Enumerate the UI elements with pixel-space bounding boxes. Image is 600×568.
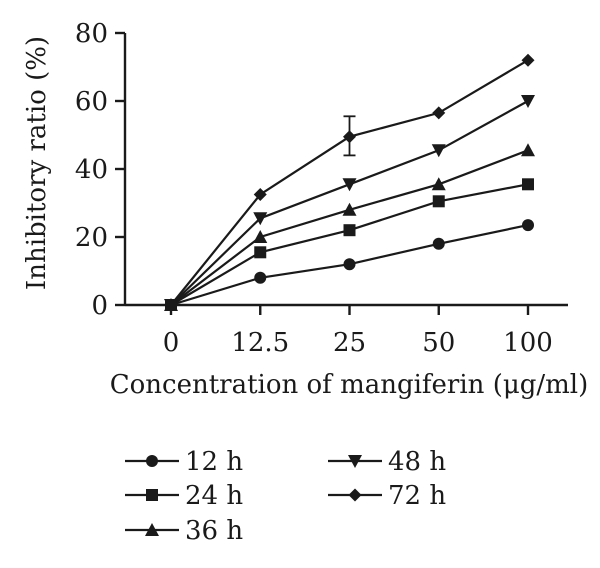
x-tick-label: 100	[503, 328, 553, 358]
point-12h	[522, 219, 534, 232]
legend-marker-36h	[145, 523, 159, 536]
point-72h	[432, 106, 446, 120]
y-tick-label: 20	[75, 223, 108, 253]
y-axis-title: Inhibitory ratio (%)	[22, 36, 52, 290]
point-48h	[431, 144, 446, 158]
point-24h	[432, 195, 445, 208]
point-48h	[521, 95, 535, 108]
point-24h	[522, 178, 534, 191]
legend-label-72h: 72 h	[388, 481, 446, 511]
point-48h	[342, 178, 357, 192]
legend-marker-24h	[146, 489, 158, 501]
point-24h	[254, 246, 267, 259]
legend-label-12h: 12 h	[185, 447, 243, 477]
point-24h	[343, 224, 356, 237]
y-tick-label: 0	[91, 291, 108, 321]
legend-label-36h: 36 h	[185, 516, 243, 546]
point-12h	[254, 271, 267, 284]
point-36h	[431, 177, 446, 191]
y-tick-label: 40	[75, 155, 108, 185]
x-axis-title: Concentration of mangiferin (μg/ml)	[110, 370, 589, 400]
x-tick-label: 0	[163, 328, 180, 358]
legend-group: 12 h 24 h 36 h 48 h 72 h	[125, 447, 446, 546]
x-tick-label: 50	[422, 328, 455, 358]
point-72h	[253, 188, 267, 201]
point-36h	[253, 230, 268, 243]
y-tick-label: 80	[75, 19, 108, 49]
x-tick-label: 12.5	[231, 328, 289, 358]
legend-marker-12h	[146, 455, 158, 467]
axes-group: 0 20 40 60 80 0 12.5 25 50 100 Concentration of ma…	[22, 19, 588, 400]
point-48h	[253, 212, 268, 226]
point-72h	[521, 53, 535, 67]
point-72h	[164, 298, 178, 312]
series-group	[164, 53, 535, 312]
legend-label-24h: 24 h	[185, 481, 243, 511]
point-36h	[521, 143, 535, 157]
point-36h	[342, 202, 357, 216]
x-tick-label: 25	[333, 328, 366, 358]
legend-marker-48h	[348, 455, 362, 468]
point-12h	[432, 237, 445, 250]
series-line-24h	[170, 183, 529, 306]
legend-label-48h: 48 h	[388, 447, 446, 477]
legend-marker-72h	[348, 488, 362, 502]
y-tick-label: 60	[75, 87, 108, 117]
point-12h	[343, 258, 356, 271]
